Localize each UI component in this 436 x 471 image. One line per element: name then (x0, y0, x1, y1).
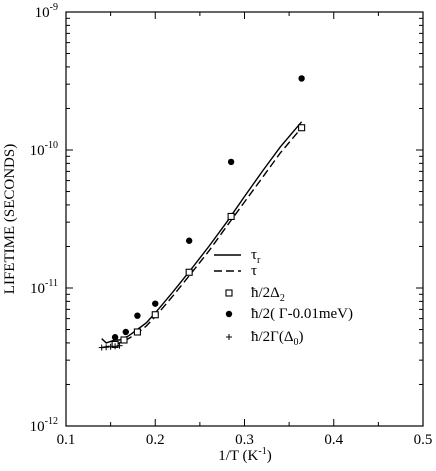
legend-label: ħ/2Γ(Δ0) (251, 329, 303, 348)
data-point (227, 212, 235, 220)
data-point (298, 75, 305, 82)
x-tick-label: 0.3 (235, 432, 254, 448)
x-axis-label: 1/T (K-1) (218, 446, 271, 464)
y-tick-label: 10-10 (30, 140, 58, 159)
series-layer (98, 75, 306, 351)
legend-label: τr (251, 247, 261, 266)
y-tick-label: 10-11 (30, 278, 58, 297)
x-tick-label: 0.1 (57, 432, 76, 448)
legend: τrτ ħ/2Δ2 ħ/2( Γ-0.01meV) ħ/2Γ(Δ0) (214, 247, 353, 348)
x-tick-labels: 0.1 0.2 0.3 0.4 0.5 (57, 432, 433, 448)
data-point (122, 328, 129, 336)
data-point (227, 158, 235, 166)
legend-marker (225, 289, 233, 297)
series-line-1 (101, 127, 303, 349)
y-axis-label: LIFETIME (SECONDS) (2, 144, 18, 294)
x-tick-label: 0.2 (146, 432, 165, 448)
legend-marker (225, 310, 233, 318)
data-point (185, 268, 193, 276)
data-point (152, 300, 159, 307)
axis-ticks (65, 11, 424, 427)
data-point (116, 342, 123, 349)
data-point (120, 336, 128, 344)
y-tick-labels: 10-12 10-11 10-10 10-9 (30, 2, 58, 435)
x-tick-label: 0.4 (324, 432, 343, 448)
data-point (298, 124, 306, 132)
data-point (151, 311, 159, 319)
legend-label: τ (251, 263, 257, 279)
data-point (185, 237, 193, 244)
legend-marker (226, 334, 232, 340)
legend-label: ħ/2Δ2 (251, 285, 285, 304)
data-point (134, 312, 141, 319)
series-points-3 (111, 75, 305, 341)
legend-label: ħ/2( Γ-0.01meV) (251, 306, 353, 322)
data-point (111, 334, 119, 341)
y-tick-label: 10-9 (35, 2, 58, 21)
data-point (133, 328, 141, 336)
data-point (112, 343, 119, 350)
y-tick-label: 10-12 (30, 416, 58, 435)
series-points-4 (98, 342, 123, 351)
x-tick-label: 0.5 (414, 432, 433, 448)
